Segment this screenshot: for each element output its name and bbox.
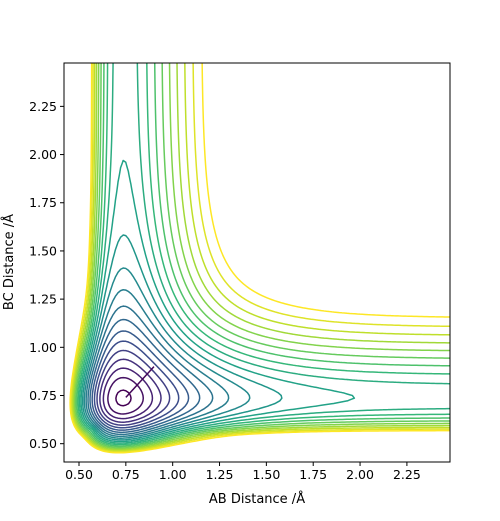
contour-lines — [69, 63, 450, 454]
x-tick-label: 2.25 — [393, 467, 421, 482]
x-tick-label: 1.25 — [206, 467, 234, 482]
contour-level-line — [115, 389, 132, 407]
y-tick-label: 0.75 — [29, 388, 57, 403]
reaction-path-line — [125, 366, 155, 398]
contour-level-line — [91, 330, 190, 431]
y-tick-label: 0.50 — [29, 436, 57, 451]
plot-background — [64, 63, 450, 462]
x-axis-label: AB Distance /Å — [209, 491, 305, 507]
contour-level-line — [69, 63, 450, 454]
y-axis: 0.50 0.75 1.00 1.25 1.50 1.75 2.00 2.25 — [29, 99, 64, 451]
contour-level-line — [99, 358, 162, 423]
contour-level-line — [73, 63, 450, 450]
contour-level-line — [81, 234, 283, 441]
contour-level-line — [76, 63, 450, 447]
y-tick-label: 1.00 — [29, 340, 57, 355]
reaction-path-layer — [125, 366, 155, 398]
contour-level-line — [93, 340, 180, 429]
contour-level-line — [87, 305, 214, 436]
x-tick-label: 1.50 — [252, 467, 280, 482]
contour-level-line — [74, 63, 450, 448]
contour-level-line — [77, 63, 450, 446]
contour-level-line — [70, 63, 450, 453]
y-tick-label: 1.75 — [29, 195, 57, 210]
contour-level-line — [71, 63, 450, 452]
y-tick-label: 2.25 — [29, 99, 57, 114]
contour-level-line — [89, 318, 201, 434]
y-axis-label: BC Distance /Å — [1, 214, 17, 310]
x-tick-label: 0.50 — [65, 467, 93, 482]
contour-level-line — [102, 367, 154, 420]
plot-frame — [63, 62, 451, 463]
x-axis: 0.50 0.75 1.00 1.25 1.50 1.75 2.00 2.25 — [65, 462, 421, 482]
contour-level-line — [80, 159, 356, 443]
x-tick-label: 0.75 — [112, 467, 140, 482]
y-tick-label: 1.25 — [29, 292, 57, 307]
y-tick-label: 2.00 — [29, 147, 57, 162]
contour-level-line — [72, 63, 450, 451]
contour-level-line — [78, 63, 450, 444]
contour-level-line — [83, 267, 251, 439]
x-tick-label: 1.75 — [299, 467, 327, 482]
contour-level-line — [85, 289, 230, 438]
y-tick-label: 1.50 — [29, 243, 57, 258]
x-tick-label: 2.00 — [346, 467, 374, 482]
contour-level-line — [96, 349, 171, 426]
contour-level-line — [107, 376, 145, 415]
x-tick-label: 1.00 — [159, 467, 187, 482]
